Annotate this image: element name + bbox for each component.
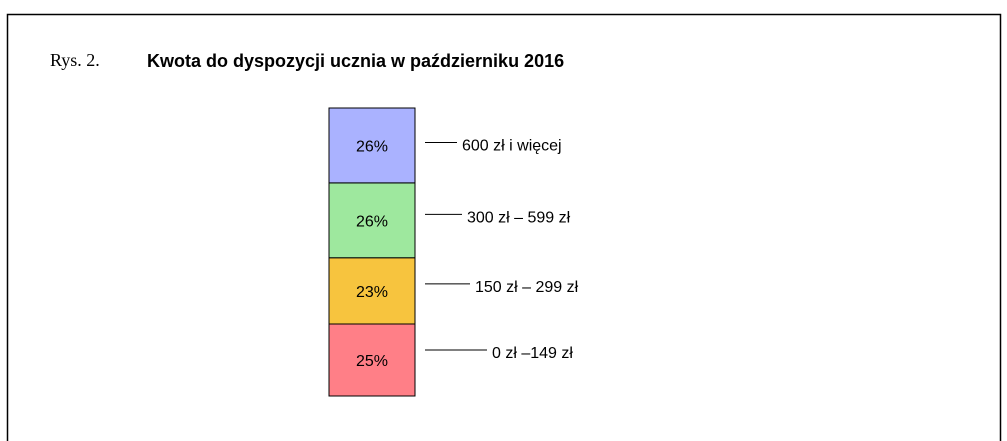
data-label: 26% <box>356 214 388 231</box>
legend-label: 150 zł – 299 zł <box>475 279 579 296</box>
figure-label: Rys. 2. <box>50 50 100 70</box>
data-label: 26% <box>356 139 388 156</box>
legend-label: 0 zł –149 zł <box>492 345 573 362</box>
data-label: 23% <box>356 284 388 301</box>
bar-segment <box>328 107 416 184</box>
frame <box>6 13 1002 441</box>
chart-title: Kwota do dyspozycji ucznia w październik… <box>147 51 564 71</box>
data-label: 25% <box>356 353 388 370</box>
bar-segment <box>328 182 416 259</box>
bar-segment <box>328 323 416 397</box>
bar-segment <box>328 257 416 325</box>
legend-label: 300 zł – 599 zł <box>467 210 571 227</box>
legend-label: 600 zł i więcej <box>462 138 562 155</box>
